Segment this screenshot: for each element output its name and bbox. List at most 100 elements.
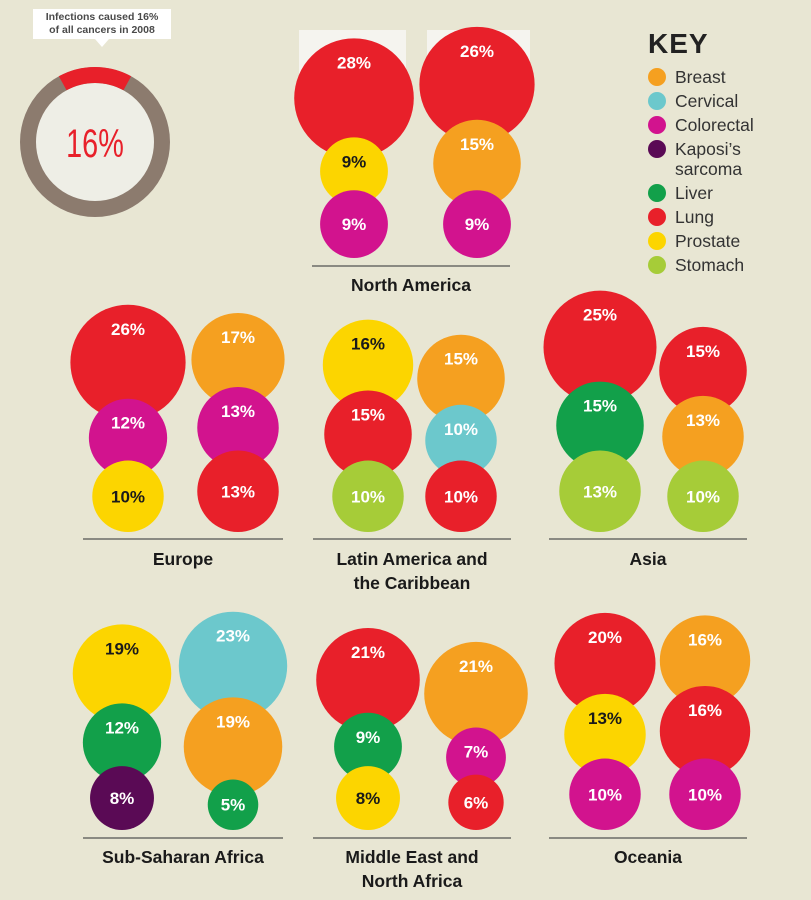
sub-saharan-africa-female-cervical-label: 23%	[216, 627, 250, 646]
europe-underline	[83, 538, 283, 540]
europe-female-colorectal-bubble	[197, 386, 279, 469]
europe-female-lung-bubble	[197, 450, 279, 532]
north-america-male-lung-bubble	[294, 38, 414, 158]
region-name-europe: Europe	[152, 549, 214, 569]
north-america-female-breast-bubble	[433, 119, 521, 208]
north-america-underline	[312, 265, 510, 267]
north-america-female-colorectal-label: 9%	[465, 215, 490, 234]
sub-saharan-africa-male-prostate-bubble	[72, 624, 172, 723]
asia-male-stomach-bubble	[559, 450, 641, 532]
middle-east-and-north-africa-male-lung-bubble	[316, 628, 420, 732]
middle-east-and-north-africa-male-prostate-bubble	[336, 766, 400, 830]
latin-america-underline	[313, 538, 511, 540]
region-name-middle-east: Middle East and North Africa	[345, 847, 479, 891]
middle-east-and-north-africa-male-prostate-label: 8%	[356, 789, 381, 808]
north-america-male-colorectal-bubble	[320, 190, 388, 258]
oceania-female-colorectal-bubble	[669, 758, 741, 830]
europe-male-colorectal-label: 12%	[111, 414, 145, 433]
infection-callout: Infections caused 16% of all cancers in …	[33, 9, 171, 47]
oceania-male-lung-bubble	[554, 612, 656, 714]
asia-female-stomach-bubble	[667, 460, 739, 532]
north-america-male-lung-label: 28%	[337, 53, 371, 72]
middle-east-and-north-africa-female-colorectal-label: 7%	[464, 743, 489, 762]
latin-america-and-the-caribbean-female-cervical-label: 10%	[444, 420, 478, 439]
middle-east-and-north-africa-male-liver-bubble	[334, 712, 402, 781]
middle-east-underline	[313, 837, 511, 839]
north-america-male-prostate-bubble	[320, 137, 388, 206]
sub-saharan-africa-male-prostate-label: 19%	[105, 639, 139, 658]
oceania-male-lung-label: 20%	[588, 628, 622, 647]
europe-female-colorectal-label: 13%	[221, 402, 255, 421]
region-name-sub-saharan-africa: Sub-Saharan Africa	[102, 847, 264, 867]
middle-east-and-north-africa-female-breast-label: 21%	[459, 657, 493, 676]
latin-america-and-the-caribbean-male-lung-label: 15%	[351, 405, 385, 424]
sub-saharan-africa-underline	[83, 837, 283, 839]
north-america-female-breast-label: 15%	[460, 135, 494, 154]
region-name-latin-america: Latin America and the Caribbean	[336, 549, 488, 593]
asia-male-lung-label: 25%	[583, 306, 617, 325]
europe-female-breast-label: 17%	[221, 328, 255, 347]
europe-male-prostate-bubble	[92, 460, 164, 532]
middle-east-and-north-africa-male-lung-label: 21%	[351, 643, 385, 662]
middle-east-and-north-africa-male-liver-label: 9%	[356, 728, 381, 747]
oceania-male-colorectal-bubble	[569, 758, 641, 830]
kaposis-sarcoma-swatch	[648, 140, 666, 158]
sub-saharan-africa-female-breast-label: 19%	[216, 712, 250, 731]
europe-female-breast-bubble	[191, 312, 285, 407]
middle-east-and-north-africa-female-lung-label: 6%	[464, 793, 489, 812]
callout-line-1: Infections caused 16%	[45, 11, 159, 23]
latin-america-and-the-caribbean-female-lung-label: 10%	[444, 487, 478, 506]
oceania-female-colorectal-label: 10%	[688, 785, 722, 804]
asia-female-stomach-label: 10%	[686, 487, 720, 506]
region-name-asia: Asia	[629, 549, 667, 569]
europe-male-lung-bubble	[70, 304, 186, 421]
asia-male-stomach-label: 13%	[583, 482, 617, 501]
asia-male-lung-bubble	[543, 290, 657, 404]
asia-female-breast-bubble	[662, 395, 744, 478]
sub-saharan-africa-male-kaposi-s-sarcoma-label: 8%	[110, 789, 135, 808]
asia-female-breast-label: 13%	[686, 411, 720, 430]
sub-saharan-africa-female-cervical-bubble	[178, 611, 288, 721]
middle-east-and-north-africa-female-breast-bubble	[424, 641, 528, 746]
north-america-male-colorectal-label: 9%	[342, 215, 367, 234]
cervical-swatch	[648, 92, 666, 110]
key-title: KEY	[648, 28, 709, 59]
asia-female-lung-bubble	[659, 326, 747, 415]
europe-female-lung-label: 13%	[221, 482, 255, 501]
oceania-male-prostate-bubble	[564, 693, 646, 776]
latin-america-and-the-caribbean-female-cervical-bubble	[425, 404, 497, 477]
sub-saharan-africa-male-liver-label: 12%	[105, 718, 139, 737]
donut-center	[20, 67, 170, 217]
north-america-male-prostate-label: 9%	[342, 152, 367, 171]
europe-male-lung-label: 26%	[111, 320, 145, 339]
oceania-female-lung-label: 16%	[688, 701, 722, 720]
europe-male-prostate-label: 10%	[111, 487, 145, 506]
latin-america-and-the-caribbean-male-stomach-label: 10%	[351, 487, 385, 506]
sub-saharan-africa-male-liver-bubble	[82, 703, 162, 782]
oceania-underline	[549, 837, 747, 839]
middle-east-and-north-africa-female-colorectal-bubble	[446, 727, 506, 788]
north-america-female-colorectal-bubble	[443, 190, 511, 258]
latin-america-and-the-caribbean-female-breast-bubble	[417, 334, 505, 423]
colorectal-swatch	[648, 116, 666, 134]
sub-saharan-africa-female-breast-bubble	[183, 697, 283, 796]
asia-underline	[549, 538, 747, 540]
lung-swatch	[648, 208, 666, 226]
sub-saharan-africa-female-liver-bubble	[207, 779, 259, 830]
oceania-male-prostate-label: 13%	[588, 709, 622, 728]
latin-america-and-the-caribbean-male-lung-bubble	[324, 390, 412, 479]
north-america-female-lung-bubble	[419, 26, 535, 143]
asia-male-liver-label: 15%	[583, 397, 617, 416]
oceania-male-colorectal-label: 10%	[588, 785, 622, 804]
latin-america-and-the-caribbean-female-breast-label: 15%	[444, 350, 478, 369]
oceania-female-lung-bubble	[659, 685, 751, 777]
region-name-oceania: Oceania	[613, 847, 683, 867]
asia-female-lung-label: 15%	[686, 342, 720, 361]
north-america-female-lung-label: 26%	[460, 42, 494, 61]
asia-male-liver-bubble	[556, 381, 644, 470]
breast-swatch	[648, 68, 666, 86]
sub-saharan-africa-female-liver-label: 5%	[221, 796, 246, 815]
latin-america-and-the-caribbean-female-lung-bubble	[425, 460, 497, 532]
donut-infection-segment	[58, 67, 132, 91]
